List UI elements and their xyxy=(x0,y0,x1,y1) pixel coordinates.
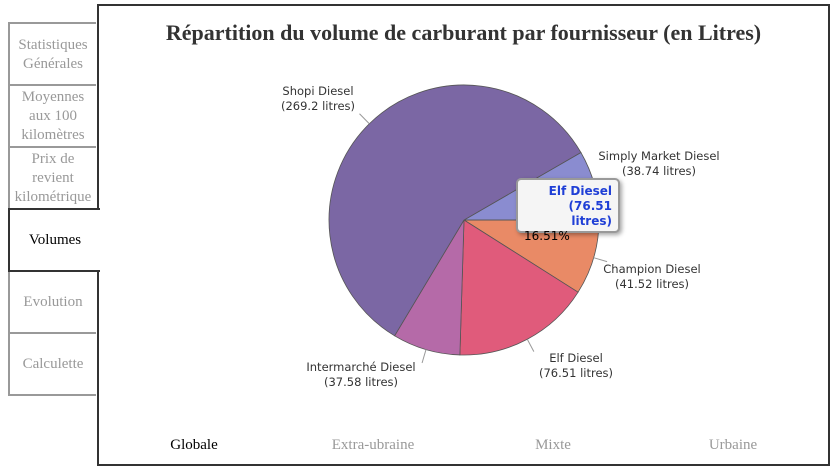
label-connector xyxy=(359,113,370,125)
slice-value-label: (38.74 litres) xyxy=(622,164,696,178)
chart-title: Répartition du volume de carburant par f… xyxy=(165,20,762,45)
slice-value-label: (269.2 litres) xyxy=(281,99,355,113)
tab-calculette[interactable]: Calculette xyxy=(8,332,96,396)
slice-value-label: (37.58 litres) xyxy=(324,375,398,389)
tab-label: Prix de revient kilométrique xyxy=(14,151,92,205)
tab-prix-de-revient[interactable]: Prix de revient kilométrique xyxy=(8,146,96,209)
tab-volumes[interactable]: Volumes xyxy=(8,208,100,272)
tab-label: Statistiques Générales xyxy=(18,36,88,72)
tab-label: Evolution xyxy=(23,294,83,310)
label-connector xyxy=(526,339,535,352)
label-connector xyxy=(593,257,608,263)
tooltip-percent: 16.51% xyxy=(524,229,570,243)
tooltip-name: Elf Diesel xyxy=(548,184,612,198)
pie-slice-2[interactable] xyxy=(459,219,579,356)
bottom-tab-mixte[interactable]: Mixte xyxy=(535,437,571,453)
tab-label: Moyennes aux 100 kilomètres xyxy=(21,89,85,143)
bottom-tab-globale[interactable]: Globale xyxy=(170,437,218,453)
tooltip: Elf Diesel (76.51 litres) 16.51% xyxy=(516,178,620,243)
bottom-tab-extra-urbaine[interactable]: Extra-ubraine xyxy=(331,437,415,453)
label-connector xyxy=(421,349,427,364)
tooltip-value: (76.51 litres) xyxy=(568,199,612,228)
tab-moyennes[interactable]: Moyennes aux 100 kilomètres xyxy=(8,84,96,147)
slice-value-label: (76.51 litres) xyxy=(539,366,613,380)
tab-statistiques-generales[interactable]: Statistiques Générales xyxy=(8,22,96,85)
slice-name-label: Elf Diesel xyxy=(549,351,603,365)
tab-label: Volumes xyxy=(28,231,82,248)
slice-name-label: Intermarché Diesel xyxy=(306,360,415,374)
pie-slice-4[interactable] xyxy=(328,84,582,337)
slice-name-label: Champion Diesel xyxy=(603,262,700,276)
slice-name-label: Shopi Diesel xyxy=(282,84,353,98)
tab-label: Calculette xyxy=(22,355,84,372)
tab-evolution[interactable]: Evolution xyxy=(8,270,96,333)
slice-value-label: (41.52 litres) xyxy=(615,277,689,291)
slice-name-label: Simply Market Diesel xyxy=(598,149,719,163)
bottom-tab-urbaine[interactable]: Urbaine xyxy=(708,437,758,453)
